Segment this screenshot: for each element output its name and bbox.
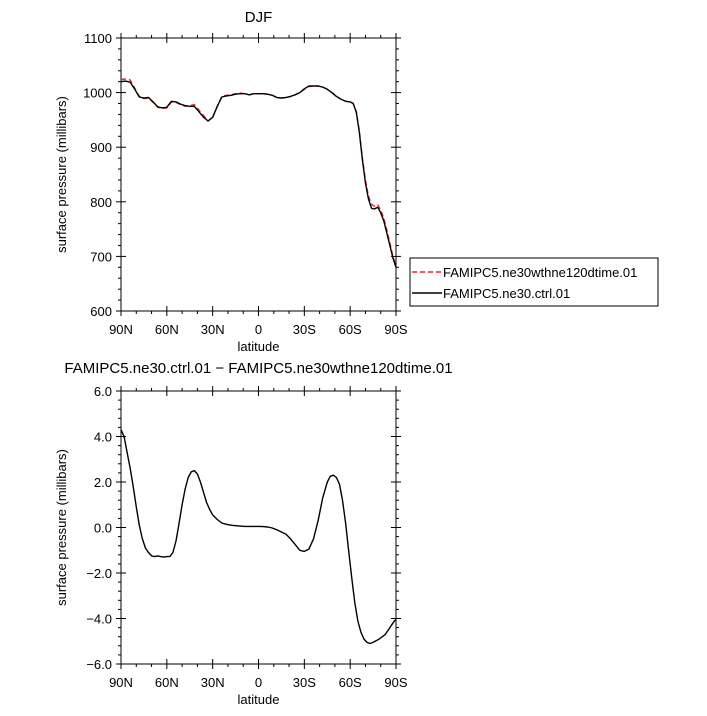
y-tick-label: 1000 [83, 86, 112, 101]
top-chart-title: DJF [245, 9, 273, 26]
series-line-1 [120, 429, 397, 645]
x-tick-label: 0 [255, 322, 262, 337]
bottom-axis-ticks: 90N 60N 30N 0 30S 60S 90S −6.0 −4.0 −2.0 0.0 2.0 4.0… [86, 384, 408, 690]
y-tick-label: 900 [90, 140, 112, 155]
x-tick-label: 60S [339, 675, 362, 690]
x-tick-label: 90N [109, 675, 133, 690]
x-tick-label: 30S [293, 322, 316, 337]
y-tick-label: 6.0 [94, 384, 112, 399]
y-tick-label: 4.0 [94, 430, 112, 445]
x-tick-label: 0 [255, 675, 262, 690]
y-tick-label: 700 [90, 249, 112, 264]
y-tick-label: 0.0 [94, 521, 112, 536]
series-line-2 [120, 80, 397, 268]
legend-label-series-2: FAMIPC5.ne30.ctrl.01 [443, 286, 570, 301]
x-tick-label: 60S [339, 322, 362, 337]
bottom-x-axis-label: latitude [238, 692, 280, 707]
y-tick-label: 600 [90, 304, 112, 319]
x-tick-label: 30N [201, 675, 225, 690]
bottom-y-axis-label: surface pressure (millibars) [54, 449, 69, 606]
top-x-axis-label: latitude [238, 339, 280, 354]
y-tick-label: −6.0 [86, 657, 112, 672]
legend-label-series-1: FAMIPC5.ne30wthne120dtime.01 [443, 265, 637, 280]
bottom-plot-frame [120, 390, 397, 665]
top-y-axis-label: surface pressure (millibars) [54, 96, 69, 253]
x-tick-label: 60N [155, 675, 179, 690]
x-tick-label: 30S [293, 675, 316, 690]
top-plot-frame [120, 37, 397, 312]
top-axis-ticks: 90N 60N 30N 0 30S 60S 90S 600 700 800 900 1000 1100 [83, 31, 408, 337]
y-tick-label: 1100 [84, 31, 112, 46]
x-tick-label: 90N [109, 322, 133, 337]
legend: FAMIPC5.ne30wthne120dtime.01 FAMIPC5.ne3… [409, 257, 659, 307]
bottom-chart-title: FAMIPC5.ne30.ctrl.01 − FAMIPC5.ne30wthne… [64, 360, 452, 377]
x-tick-label: 90S [384, 675, 407, 690]
bottom-series-lines [120, 429, 397, 645]
y-tick-label: −2.0 [86, 566, 112, 581]
top-chart: DJF surface pressure (millibars) latitud… [54, 9, 408, 354]
y-tick-label: 800 [90, 195, 112, 210]
legend-box [409, 257, 659, 307]
y-tick-label: 2.0 [94, 475, 112, 490]
top-series-lines [120, 78, 397, 268]
x-tick-label: 90S [384, 322, 407, 337]
x-tick-label: 30N [201, 322, 225, 337]
bottom-chart: FAMIPC5.ne30.ctrl.01 − FAMIPC5.ne30wthne… [54, 360, 453, 707]
y-tick-label: −4.0 [86, 612, 112, 627]
x-tick-label: 60N [155, 322, 179, 337]
